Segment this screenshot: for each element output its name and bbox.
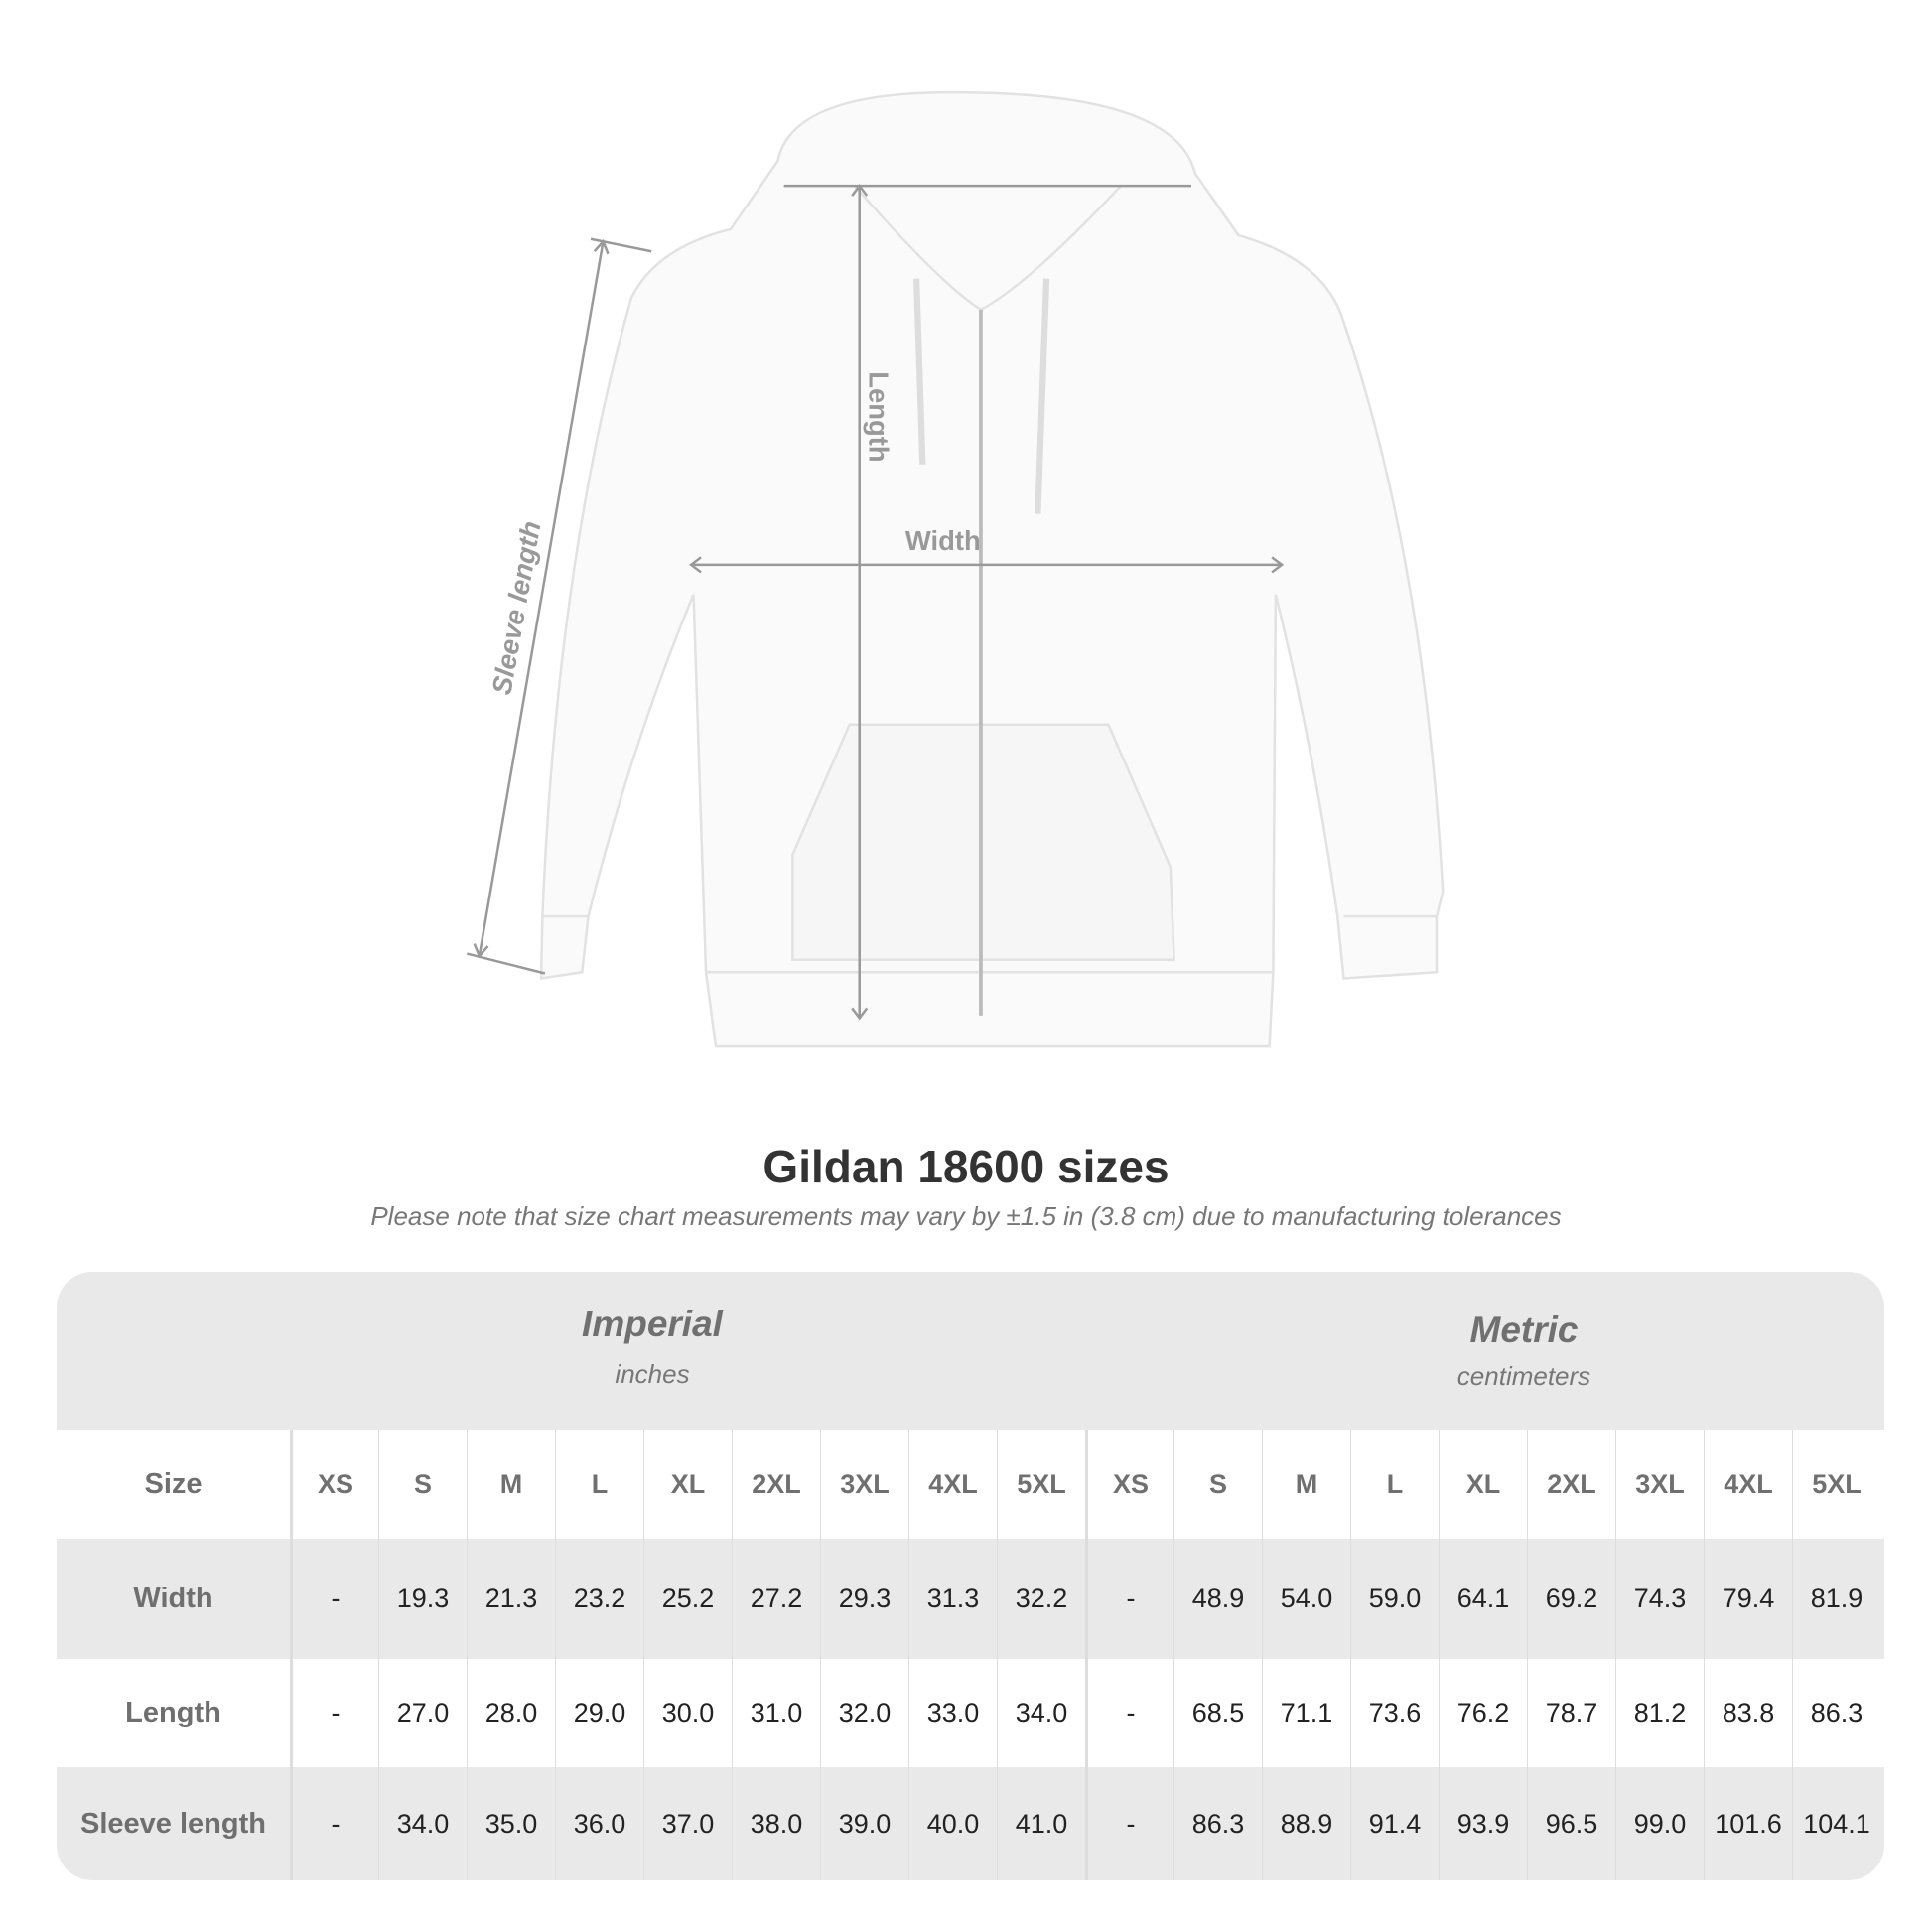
value-cell-metric: 64.1 — [1439, 1539, 1527, 1659]
size-header-imperial: XS — [290, 1430, 378, 1539]
value-cell-imperial: 39.0 — [820, 1767, 908, 1880]
value-cell-imperial: 29.3 — [820, 1539, 908, 1659]
value-cell-metric: 88.9 — [1262, 1767, 1350, 1880]
value-cell-metric: 93.9 — [1439, 1767, 1527, 1880]
measure-lines — [466, 184, 1285, 1021]
value-cell-metric: 101.6 — [1704, 1767, 1792, 1880]
value-cell-imperial: 27.2 — [732, 1539, 820, 1659]
value-cell-imperial: 38.0 — [732, 1767, 820, 1880]
value-cell-metric: 96.5 — [1527, 1767, 1615, 1880]
size-header-metric: XL — [1439, 1430, 1527, 1539]
value-cell-metric: - — [1085, 1659, 1173, 1767]
value-cell-metric: 71.1 — [1262, 1659, 1350, 1767]
size-table: Imperial inches Metric centimeters Size X… — [57, 1272, 1884, 1880]
value-cell-imperial: 28.0 — [467, 1659, 555, 1767]
width-label: Width — [905, 525, 981, 556]
value-cell-metric: - — [1085, 1767, 1173, 1880]
row-label: Sleeve length — [80, 1807, 266, 1840]
value-cell-imperial: 31.3 — [908, 1539, 997, 1659]
value-cell-metric: 59.0 — [1350, 1539, 1439, 1659]
metric-title: Metric — [1469, 1310, 1579, 1350]
size-header-metric: 5XL — [1792, 1430, 1880, 1539]
size-header-imperial: 3XL — [820, 1430, 908, 1539]
value-cell-imperial: 34.0 — [378, 1767, 467, 1880]
size-header-imperial: XL — [643, 1430, 732, 1539]
table-row: Length -27.0 28.0 29.0 30.0 31.0 32.0 33.0 34.0-… — [57, 1659, 1884, 1767]
value-cell-imperial: 30.0 — [643, 1659, 732, 1767]
value-cell-metric: 99.0 — [1615, 1767, 1704, 1880]
size-header-imperial: 2XL — [732, 1430, 820, 1539]
value-cell-metric: 54.0 — [1262, 1539, 1350, 1659]
value-cell-metric: 76.2 — [1439, 1659, 1527, 1767]
value-cell-imperial: 35.0 — [467, 1767, 555, 1880]
value-cell-imperial: - — [290, 1539, 378, 1659]
value-cell-imperial: 29.0 — [555, 1659, 643, 1767]
value-cell-imperial: 23.2 — [555, 1539, 643, 1659]
sleeve-length-label: Sleeve length — [485, 519, 546, 698]
value-cell-imperial: 34.0 — [997, 1659, 1085, 1767]
size-header-metric: 4XL — [1704, 1430, 1792, 1539]
value-cell-metric: 86.3 — [1173, 1767, 1262, 1880]
value-cell-metric: 48.9 — [1173, 1539, 1262, 1659]
value-cell-metric: 83.8 — [1704, 1659, 1792, 1767]
metric-unit: centimeters — [1456, 1361, 1591, 1391]
size-header-metric: 3XL — [1615, 1430, 1704, 1539]
size-header-imperial: 4XL — [908, 1430, 997, 1539]
value-cell-imperial: 25.2 — [643, 1539, 732, 1659]
size-header-imperial: L — [555, 1430, 643, 1539]
value-cell-metric: 79.4 — [1704, 1539, 1792, 1659]
hoodie-illustration — [539, 90, 1445, 1048]
value-cell-imperial: 31.0 — [732, 1659, 820, 1767]
value-cell-metric: 86.3 — [1792, 1659, 1880, 1767]
value-cell-metric: 78.7 — [1527, 1659, 1615, 1767]
value-cell-metric: 74.3 — [1615, 1539, 1704, 1659]
table-row: Width -19.3 21.3 23.2 25.2 27.2 29.3 31.3 32.2-4… — [57, 1539, 1884, 1659]
row-label: Width — [133, 1583, 213, 1614]
imperial-title: Imperial — [582, 1304, 723, 1344]
value-cell-imperial: 36.0 — [555, 1767, 643, 1880]
value-cell-imperial: 37.0 — [643, 1767, 732, 1880]
value-cell-metric: 81.9 — [1792, 1539, 1880, 1659]
value-cell-imperial: 21.3 — [467, 1539, 555, 1659]
size-header-imperial: M — [467, 1430, 555, 1539]
value-cell-metric: 69.2 — [1527, 1539, 1615, 1659]
size-header-row: Size XS S M L XL 2XL 3XL 4XL 5XL XS S M L XL 2XL 3XL 4XL 5… — [57, 1430, 1884, 1539]
length-label: Length — [864, 371, 895, 462]
size-header-metric: L — [1350, 1430, 1439, 1539]
value-cell-metric: 104.1 — [1792, 1767, 1880, 1880]
unit-header: Imperial inches Metric centimeters — [57, 1272, 1884, 1430]
value-cell-imperial: 41.0 — [997, 1767, 1085, 1880]
tolerance-note: Please note that size chart measurements… — [370, 1201, 1562, 1231]
page-title: Gildan 18600 sizes — [762, 1141, 1170, 1192]
imperial-header: Imperial inches — [354, 1304, 950, 1390]
size-header-metric: 2XL — [1527, 1430, 1615, 1539]
imperial-unit: inches — [615, 1359, 690, 1389]
value-cell-metric: 81.2 — [1615, 1659, 1704, 1767]
value-cell-imperial: 33.0 — [908, 1659, 997, 1767]
value-cell-imperial: 19.3 — [378, 1539, 467, 1659]
value-cell-metric: 73.6 — [1350, 1659, 1439, 1767]
metric-header: Metric centimeters — [1226, 1310, 1822, 1392]
value-cell-imperial: 27.0 — [378, 1659, 467, 1767]
value-cell-imperial: - — [290, 1767, 378, 1880]
value-cell-metric: 68.5 — [1173, 1659, 1262, 1767]
size-header-metric: S — [1173, 1430, 1262, 1539]
value-cell-imperial: 40.0 — [908, 1767, 997, 1880]
value-cell-imperial: - — [290, 1659, 378, 1767]
value-cell-imperial: 32.2 — [997, 1539, 1085, 1659]
size-header-metric: M — [1262, 1430, 1350, 1539]
row-label: Length — [125, 1697, 221, 1728]
value-cell-metric: - — [1085, 1539, 1173, 1659]
size-header-metric: XS — [1085, 1430, 1173, 1539]
value-cell-metric: 91.4 — [1350, 1767, 1439, 1880]
row-label: Size — [144, 1467, 203, 1500]
size-header-imperial: 5XL — [997, 1430, 1085, 1539]
table-row: Sleeve length -34.0 35.0 36.0 37.0 38.0 39.0 40… — [57, 1767, 1884, 1880]
value-cell-imperial: 32.0 — [820, 1659, 908, 1767]
size-header-imperial: S — [378, 1430, 467, 1539]
